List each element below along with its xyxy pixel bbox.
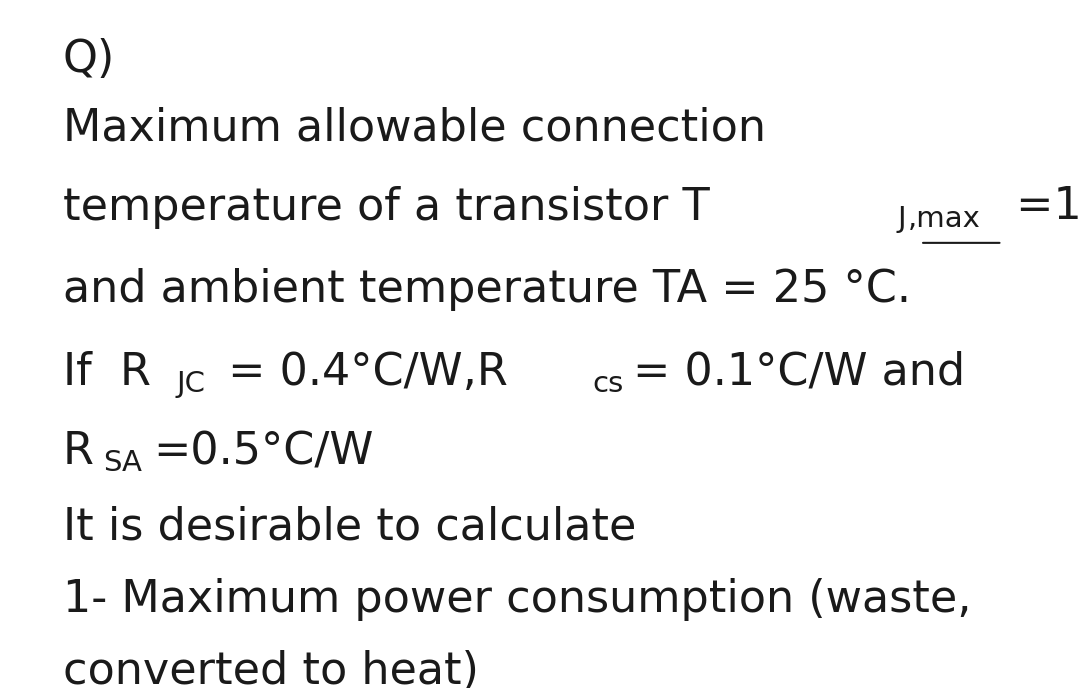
Text: 1- Maximum power consumption (waste,: 1- Maximum power consumption (waste, — [63, 578, 971, 621]
Text: = 0.4°C/W,R: = 0.4°C/W,R — [214, 351, 508, 394]
Text: and ambient temperature TA = 25 °C.: and ambient temperature TA = 25 °C. — [63, 268, 910, 311]
Text: If  R: If R — [63, 351, 150, 394]
Text: It is desirable to calculate: It is desirable to calculate — [63, 506, 636, 549]
Text: =150 °C: =150 °C — [1002, 186, 1080, 228]
Text: =0.5°C/W: =0.5°C/W — [152, 430, 374, 473]
Text: ,max: ,max — [908, 205, 981, 233]
Text: temperature of a transistor T: temperature of a transistor T — [63, 186, 710, 228]
Text: Maximum allowable connection: Maximum allowable connection — [63, 107, 766, 150]
Text: = 0.1°C/W and: = 0.1°C/W and — [633, 351, 966, 394]
Text: J: J — [897, 205, 906, 233]
Text: SA: SA — [103, 449, 141, 477]
Text: R: R — [63, 430, 94, 473]
Text: cs: cs — [593, 370, 624, 398]
Text: converted to heat): converted to heat) — [63, 650, 478, 688]
Text: Q): Q) — [63, 38, 114, 81]
Text: JC: JC — [176, 370, 205, 398]
